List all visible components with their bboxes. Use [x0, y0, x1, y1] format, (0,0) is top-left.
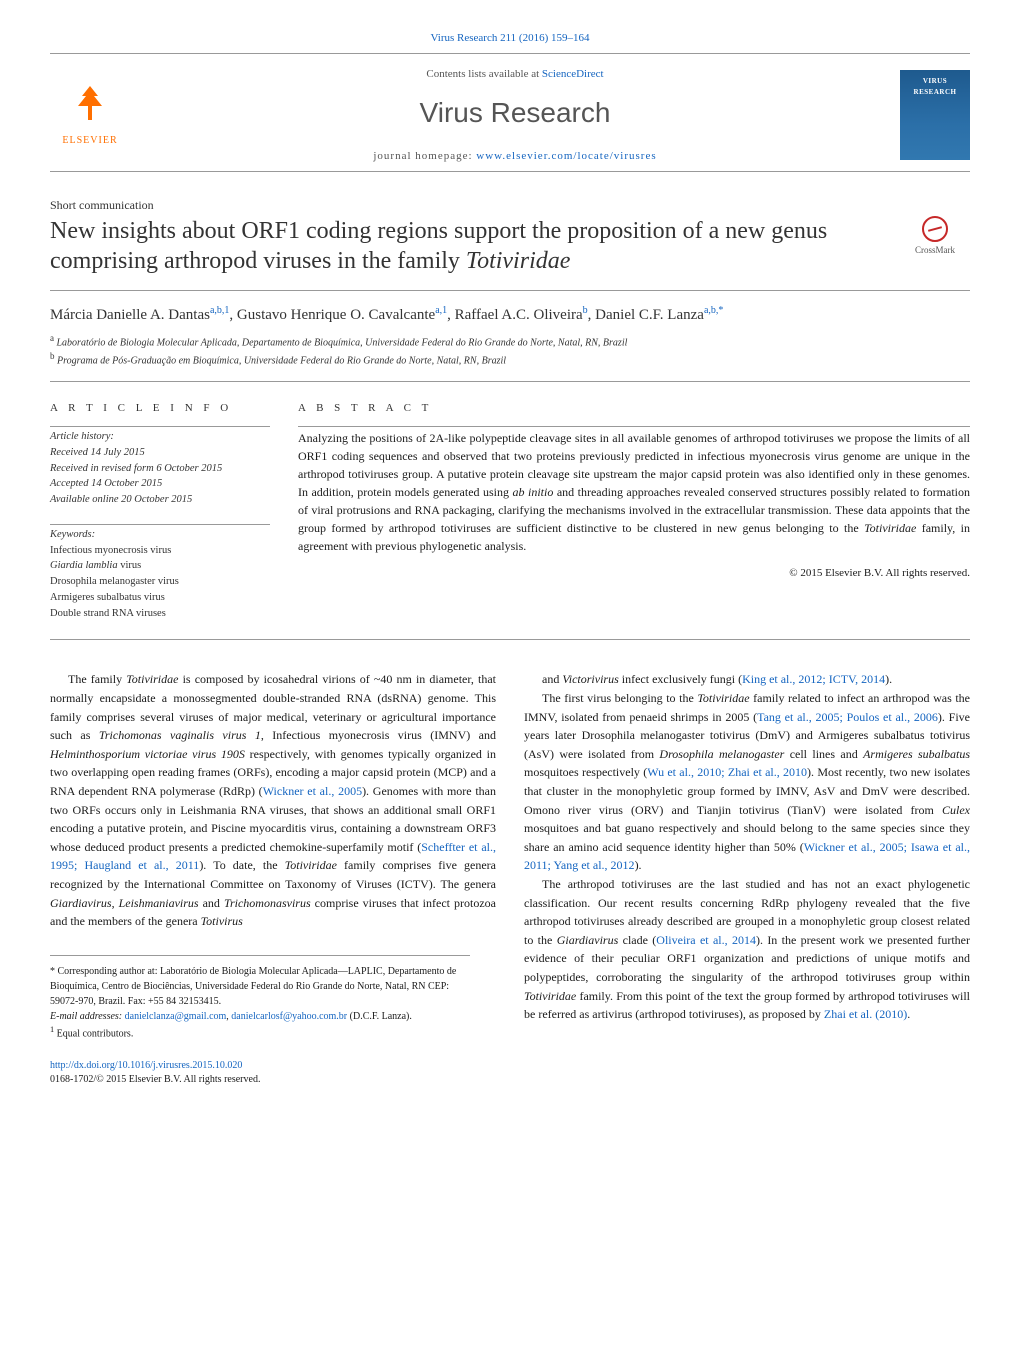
history-online: Available online 20 October 2015	[50, 492, 270, 508]
info-rule-2	[50, 524, 270, 525]
abstract-copyright: © 2015 Elsevier B.V. All rights reserved…	[298, 565, 970, 582]
body-right-p1: and Victorivirus infect exclusively fung…	[524, 670, 970, 689]
running-head-link[interactable]: Virus Research 211 (2016) 159–164	[430, 32, 589, 44]
email-2[interactable]: danielcarlosf@yahoo.com.br	[231, 1011, 347, 1022]
contents-prefix: Contents lists available at	[426, 68, 541, 80]
keywords-block: Keywords: Infectious myonecrosis virus G…	[50, 527, 270, 622]
history-accepted: Accepted 14 October 2015	[50, 476, 270, 492]
body-col-left: The family Totiviridae is composed by ic…	[50, 670, 496, 1087]
keyword-4: Armigeres subalbatus virus	[50, 590, 270, 606]
history-revised: Received in revised form 6 October 2015	[50, 461, 270, 477]
corresponding-author-note: * Corresponding author at: Laboratório d…	[50, 964, 470, 1009]
publisher-logo[interactable]: ELSEVIER	[50, 75, 130, 155]
email-suffix: (D.C.F. Lanza).	[347, 1011, 412, 1022]
body-col-right: and Victorivirus infect exclusively fung…	[524, 670, 970, 1087]
history-received: Received 14 July 2015	[50, 445, 270, 461]
email-line: E-mail addresses: danielclanza@gmail.com…	[50, 1009, 470, 1024]
sciencedirect-link[interactable]: ScienceDirect	[542, 68, 604, 80]
email-1[interactable]: danielclanza@gmail.com	[125, 1011, 227, 1022]
body-left-p1: The family Totiviridae is composed by ic…	[50, 670, 496, 930]
affiliation-a: a Laboratório de Biologia Molecular Apli…	[50, 332, 970, 350]
abstract-heading: A B S T R A C T	[298, 400, 970, 417]
equal-marker: 1	[50, 1025, 54, 1034]
article-history: Article history: Received 14 July 2015 R…	[50, 429, 270, 508]
keywords-label: Keywords:	[50, 527, 270, 543]
journal-homepage-link[interactable]: www.elsevier.com/locate/virusres	[476, 150, 656, 162]
history-label: Article history:	[50, 429, 270, 445]
masthead: ELSEVIER Contents lists available at Sci…	[50, 56, 970, 172]
keyword-2: Giardia lamblia virus	[50, 558, 270, 574]
abstract-rule	[298, 426, 970, 427]
info-abstract-row: A R T I C L E I N F O Article history: R…	[50, 400, 970, 641]
article-info-column: A R T I C L E I N F O Article history: R…	[50, 400, 270, 622]
article-type-label: Short communication	[50, 196, 970, 214]
crossmark-label: CrossMark	[915, 245, 955, 255]
journal-homepage-line: journal homepage: www.elsevier.com/locat…	[130, 148, 900, 165]
title-row: New insights about ORF1 coding regions s…	[50, 216, 970, 291]
crossmark-badge[interactable]: CrossMark	[900, 216, 970, 258]
masthead-center: Contents lists available at ScienceDirec…	[130, 66, 900, 165]
equal-contributors-note: 1 Equal contributors.	[50, 1024, 470, 1041]
abstract-text: Analyzing the positions of 2A-like polyp…	[298, 429, 970, 555]
crossmark-icon	[922, 216, 948, 242]
cover-subtitle: RESEARCH	[914, 87, 957, 98]
email-label: E-mail addresses:	[50, 1011, 125, 1022]
abstract-column: A B S T R A C T Analyzing the positions …	[298, 400, 970, 622]
publisher-logo-text: ELSEVIER	[62, 133, 117, 148]
homepage-prefix: journal homepage:	[373, 150, 476, 162]
body-columns: The family Totiviridae is composed by ic…	[50, 670, 970, 1087]
issn-copyright-line: 0168-1702/© 2015 Elsevier B.V. All right…	[50, 1073, 496, 1087]
affiliation-b: b Programa de Pós-Graduação em Bioquímic…	[50, 350, 970, 368]
body-right-p3: The arthropod totiviruses are the last s…	[524, 875, 970, 1024]
affiliations: a Laboratório de Biologia Molecular Apli…	[50, 332, 970, 382]
authors-list: Márcia Danielle A. Dantasa,b,1, Gustavo …	[50, 303, 970, 327]
article-title: New insights about ORF1 coding regions s…	[50, 216, 888, 276]
contents-available-line: Contents lists available at ScienceDirec…	[130, 66, 900, 83]
journal-title: Virus Research	[130, 92, 900, 134]
article-info-heading: A R T I C L E I N F O	[50, 400, 270, 417]
elsevier-tree-icon	[68, 82, 112, 133]
journal-cover-thumbnail[interactable]: VIRUS RESEARCH	[900, 70, 970, 160]
keyword-1: Infectious myonecrosis virus	[50, 543, 270, 559]
keyword-3: Drosophila melanogaster virus	[50, 574, 270, 590]
footer-bar: http://dx.doi.org/10.1016/j.virusres.201…	[50, 1059, 496, 1087]
info-rule	[50, 426, 270, 427]
running-head: Virus Research 211 (2016) 159–164	[50, 30, 970, 47]
rule-top	[50, 53, 970, 54]
body-right-p2: The first virus belonging to the Totivir…	[524, 689, 970, 875]
doi-link[interactable]: http://dx.doi.org/10.1016/j.virusres.201…	[50, 1060, 242, 1071]
footnotes: * Corresponding author at: Laboratório d…	[50, 955, 470, 1041]
cover-title: VIRUS	[923, 76, 947, 87]
keyword-5: Double strand RNA viruses	[50, 606, 270, 622]
